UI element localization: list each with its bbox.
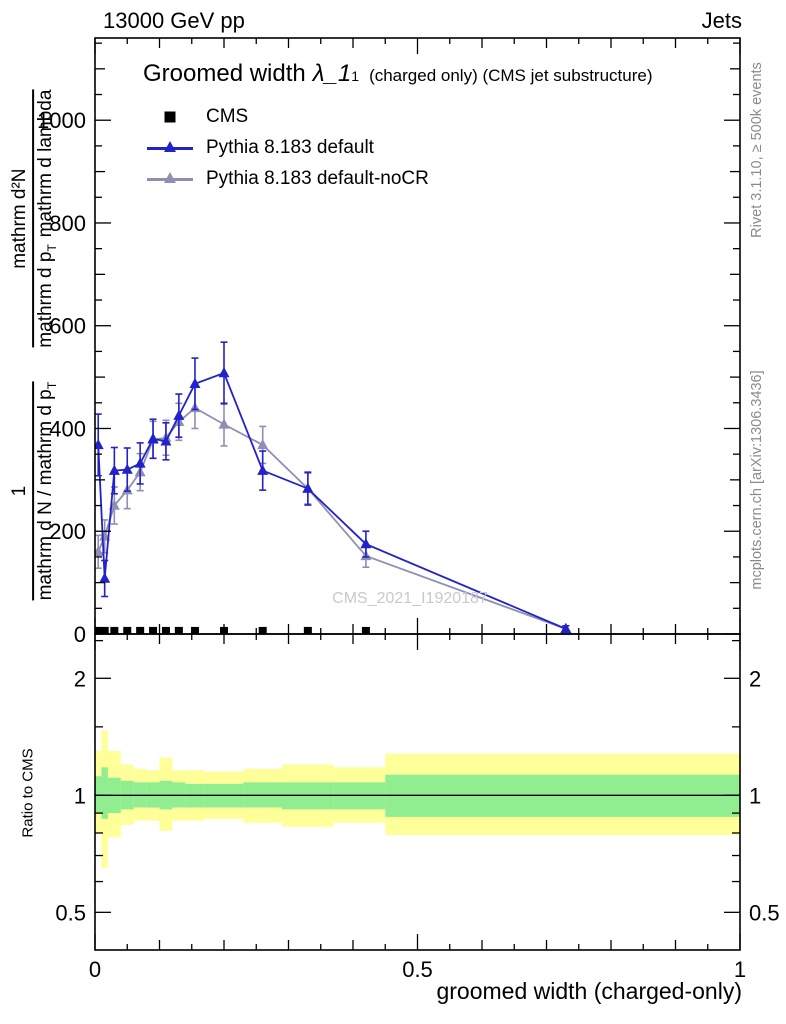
watermark-analysis-id: CMS_2021_I1920187 xyxy=(332,590,488,607)
y-axis-fraction-norm: 1 mathrm d N / mathrm d pT xyxy=(9,381,59,601)
rivet-version-caption: Rivet 3.1.10, ≥ 500k events xyxy=(749,62,765,238)
triangle-marker-icon xyxy=(108,464,120,475)
title-superscript: 1 xyxy=(351,68,360,84)
square-marker-icon xyxy=(258,626,267,634)
tick-label: 600 xyxy=(49,314,86,339)
square-marker-icon xyxy=(190,626,199,634)
tick-label: 1 xyxy=(749,783,761,808)
series-pythia-default xyxy=(95,341,572,634)
title-text: Groomed width xyxy=(143,60,306,87)
tick-label: 2 xyxy=(74,666,86,691)
square-marker-icon xyxy=(110,626,119,634)
square-marker-icon xyxy=(174,626,183,634)
plot-title: Groomed width λ_1 1 (charged only) (CMS jet… xyxy=(143,60,653,88)
triangle-marker-icon xyxy=(302,482,314,493)
ticks xyxy=(94,38,741,950)
legend: CMS Pythia 8.183 default Pythia 8.183 de… xyxy=(146,104,429,192)
title-observable: λ_1 xyxy=(312,60,352,87)
tick-label: 200 xyxy=(49,519,86,544)
y-axis-fraction-observable: mathrm d²N mathrm d pTmathrm d lambda xyxy=(9,89,59,348)
legend-item-pythia-default: Pythia 8.183 default xyxy=(146,135,429,161)
triangle-marker-icon xyxy=(134,457,146,468)
cms-square-marker-icon xyxy=(146,108,194,126)
series-layer xyxy=(95,341,572,634)
square-marker-icon xyxy=(303,626,312,634)
ratio-band-inner xyxy=(101,767,108,819)
triangle-marker-icon xyxy=(99,572,111,583)
tick-label: 400 xyxy=(49,416,86,441)
mcplots-caption: mcplots.cern.ch [arXiv:1306.3436] xyxy=(749,370,765,590)
tick-label: 800 xyxy=(49,211,86,236)
fraction-numerator: 1 xyxy=(9,381,35,601)
tick-label: 0.5 xyxy=(55,900,86,925)
legend-label-pythia-default: Pythia 8.183 default xyxy=(206,137,374,158)
square-marker-icon xyxy=(361,626,370,634)
axis-tick-labels: 0 200 400 600 800 1000 0.5 0.5 1 1 2 2 0 0.5 1 xyxy=(37,108,780,982)
den-text: mathrm d N / mathrm d p xyxy=(35,389,57,601)
tick-label: 1 xyxy=(74,783,86,808)
fraction-denominator: mathrm d N / mathrm d pT xyxy=(34,382,59,601)
triangle-marker-icon xyxy=(218,418,230,429)
triangle-marker-icon xyxy=(218,366,230,378)
legend-item-cms: CMS xyxy=(146,104,429,130)
square-marker-icon xyxy=(149,626,158,634)
analysis-group-header: Jets xyxy=(701,8,742,33)
triangle-marker-icon xyxy=(560,622,572,634)
legend-item-pythia-nocr: Pythia 8.183 default-noCR xyxy=(146,166,429,192)
triangle-marker-icon xyxy=(95,545,104,556)
pythia-nocr-line-triangle-icon xyxy=(146,170,194,188)
y-axis-label: 1 mathrm d N / mathrm d pT mathrm d²N ma… xyxy=(9,89,59,601)
square-marker-icon xyxy=(161,626,170,634)
den-text: mathrm d p xyxy=(35,251,57,348)
square-marker-icon xyxy=(95,626,103,634)
legend-label-cms: CMS xyxy=(206,106,249,127)
den-text-2: mathrm d lambda xyxy=(35,89,57,238)
fraction-numerator: mathrm d²N xyxy=(9,89,35,348)
title-suffix: (charged only) (CMS jet substructure) xyxy=(369,66,653,85)
tick-label: 0 xyxy=(74,622,86,647)
pythia-default-line-triangle-icon xyxy=(146,139,194,157)
tick-label: 1000 xyxy=(37,108,86,133)
beam-energy-header: 13000 GeV pp xyxy=(103,8,245,33)
triangle-marker-icon xyxy=(147,432,159,443)
tick-label: 2 xyxy=(749,666,761,691)
triangle-marker-icon xyxy=(95,438,104,450)
square-marker-icon xyxy=(100,626,109,634)
x-axis-label: groomed width (charged-only) xyxy=(436,978,742,1004)
tick-label: 0.5 xyxy=(749,900,780,925)
triangle-marker-icon xyxy=(160,435,172,446)
triangle-marker-icon xyxy=(121,463,133,474)
triangle-marker-icon xyxy=(173,409,185,420)
triangle-marker-icon xyxy=(360,538,372,549)
tick-label: 1 xyxy=(734,957,746,982)
square-marker-icon xyxy=(136,626,145,634)
den-subscript: T xyxy=(44,244,59,252)
tick-label: 0 xyxy=(89,957,101,982)
ratio-bands xyxy=(95,730,740,869)
den-subscript: T xyxy=(44,381,59,390)
triangle-marker-icon xyxy=(257,464,269,475)
triangle-marker-icon xyxy=(189,377,201,388)
tick-label: 0.5 xyxy=(402,957,433,982)
ratio-axis-label: Ratio to CMS xyxy=(19,748,37,838)
triangle-marker-icon xyxy=(257,438,269,450)
fraction-denominator: mathrm d pTmathrm d lambda xyxy=(34,90,59,348)
legend-label-pythia-nocr: Pythia 8.183 default-noCR xyxy=(206,168,429,189)
